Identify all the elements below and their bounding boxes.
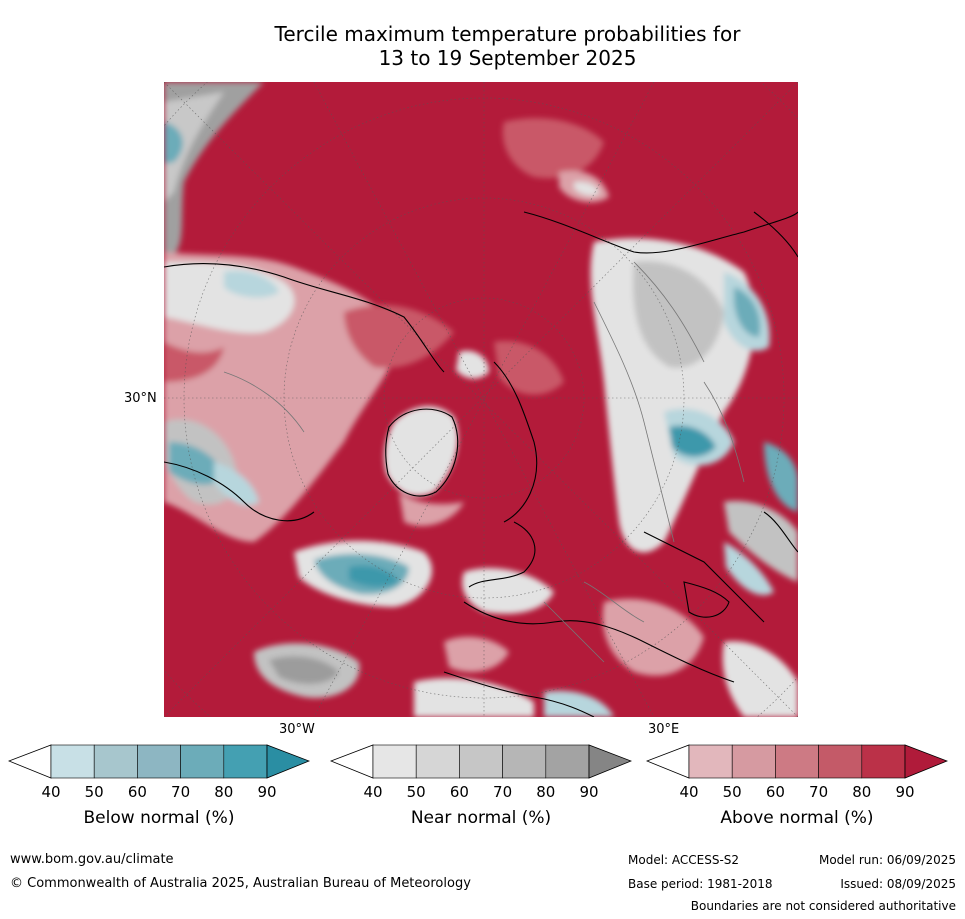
footer-base-period: Base period: 1981-2018 bbox=[628, 877, 773, 891]
colorbar-tick-label: 90 bbox=[257, 783, 277, 801]
colorbar-tick-label: 60 bbox=[765, 783, 785, 801]
colorbar-segment bbox=[775, 744, 819, 779]
colorbar-segment bbox=[502, 744, 547, 779]
colorbar-segment bbox=[372, 744, 417, 779]
graticule bbox=[164, 82, 798, 717]
footer-model-run: Model run: 06/09/2025 bbox=[818, 853, 956, 867]
footer-url: www.bom.gov.au/climate bbox=[10, 852, 174, 867]
longitude-label-30w: 30°W bbox=[279, 722, 315, 737]
probability-map bbox=[164, 82, 798, 717]
colorbar-segment bbox=[415, 744, 460, 779]
country-boundaries bbox=[223, 261, 745, 663]
colorbar-tick-label: 70 bbox=[493, 783, 513, 801]
colorbar-tick-label: 80 bbox=[214, 783, 234, 801]
footer-copyright: © Commonwealth of Australia 2025, Austra… bbox=[10, 876, 471, 891]
colorbar-near-normal bbox=[330, 744, 632, 779]
colorbar-segment bbox=[545, 744, 590, 779]
colorbar-tick-label: 70 bbox=[171, 783, 191, 801]
colorbar-max-extension bbox=[588, 744, 632, 779]
colorbar-tick-label: 40 bbox=[363, 783, 383, 801]
colorbar-min-extension bbox=[330, 744, 374, 779]
colorbar-tick-label: 70 bbox=[809, 783, 829, 801]
colorbar-above-label: Above normal (%) bbox=[720, 808, 874, 828]
colorbar-segment bbox=[459, 744, 503, 779]
greenland-near-normal bbox=[384, 406, 458, 496]
colorbar-tick-label: 60 bbox=[127, 783, 147, 801]
colorbar-tick-label: 40 bbox=[679, 783, 699, 801]
colorbar-below-normal bbox=[8, 744, 310, 779]
colorbar-tick-label: 80 bbox=[536, 783, 556, 801]
europe-near-normal bbox=[462, 568, 554, 614]
colorbar-near-label: Near normal (%) bbox=[410, 808, 552, 828]
colorbar-segment bbox=[180, 744, 225, 779]
footer-model: Model: ACCESS-S2 bbox=[628, 853, 740, 867]
colorbar-min-extension bbox=[646, 744, 690, 779]
map-title: Tercile maximum temperature probabilitie… bbox=[164, 22, 851, 70]
colorbar-segment bbox=[137, 744, 181, 779]
colorbar-max-extension bbox=[904, 744, 948, 779]
footer-issued: Issued: 08/09/2025 bbox=[840, 877, 956, 891]
colorbar-above-normal bbox=[646, 744, 948, 779]
colorbar-tick-label: 80 bbox=[852, 783, 872, 801]
title-line-2: 13 to 19 September 2025 bbox=[378, 46, 637, 70]
title-line-1: Tercile maximum temperature probabilitie… bbox=[274, 22, 741, 46]
colorbar-segment bbox=[861, 744, 906, 779]
colorbar-below-label: Below normal (%) bbox=[83, 808, 235, 828]
footer-disclaimer: Boundaries are not considered authoritat… bbox=[690, 899, 956, 913]
colorbar-max-extension bbox=[266, 744, 310, 779]
colorbar-segment bbox=[93, 744, 138, 779]
colorbar-segment bbox=[223, 744, 268, 779]
colorbar-segment bbox=[50, 744, 95, 779]
colorbar-tick-label: 40 bbox=[41, 783, 61, 801]
colorbar-segment bbox=[688, 744, 733, 779]
latitude-label-30n: 30°N bbox=[124, 391, 157, 406]
colorbar-min-extension bbox=[8, 744, 52, 779]
coastlines bbox=[164, 211, 798, 717]
colorbar-tick-label: 50 bbox=[406, 783, 426, 801]
colorbar-tick-label: 50 bbox=[84, 783, 104, 801]
colorbar-tick-label: 60 bbox=[449, 783, 469, 801]
colorbar-tick-label: 50 bbox=[722, 783, 742, 801]
colorbar-segment bbox=[731, 744, 776, 779]
colorbar-segment bbox=[818, 744, 863, 779]
longitude-label-30e: 30°E bbox=[648, 722, 680, 737]
colorbar-tick-label: 90 bbox=[895, 783, 915, 801]
colorbar-tick-label: 90 bbox=[579, 783, 599, 801]
